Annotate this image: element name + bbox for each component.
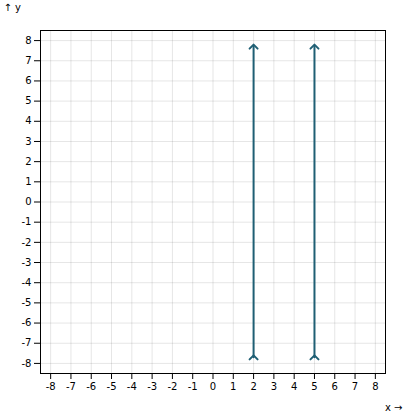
svg-text:6: 6 bbox=[332, 381, 338, 392]
svg-text:8: 8 bbox=[25, 35, 31, 46]
svg-text:-3: -3 bbox=[22, 257, 32, 268]
svg-text:4: 4 bbox=[25, 115, 31, 126]
svg-text:-1: -1 bbox=[188, 381, 198, 392]
svg-text:-5: -5 bbox=[22, 297, 32, 308]
svg-text:-3: -3 bbox=[147, 381, 157, 392]
svg-text:x →: x → bbox=[385, 402, 402, 413]
svg-text:-5: -5 bbox=[107, 381, 117, 392]
svg-text:1: 1 bbox=[230, 381, 236, 392]
svg-text:7: 7 bbox=[25, 55, 31, 66]
svg-text:2: 2 bbox=[25, 156, 31, 167]
svg-text:5: 5 bbox=[25, 95, 31, 106]
svg-text:-4: -4 bbox=[22, 277, 32, 288]
svg-text:6: 6 bbox=[25, 75, 31, 86]
svg-text:2: 2 bbox=[250, 381, 256, 392]
svg-text:4: 4 bbox=[291, 381, 297, 392]
svg-text:5: 5 bbox=[311, 381, 317, 392]
svg-text:-4: -4 bbox=[127, 381, 137, 392]
svg-text:-7: -7 bbox=[66, 381, 76, 392]
svg-text:3: 3 bbox=[25, 136, 31, 147]
svg-text:-8: -8 bbox=[46, 381, 56, 392]
svg-text:8: 8 bbox=[372, 381, 378, 392]
svg-text:0: 0 bbox=[25, 196, 31, 207]
svg-text:-1: -1 bbox=[22, 216, 32, 227]
svg-text:-8: -8 bbox=[22, 358, 32, 369]
svg-text:0: 0 bbox=[210, 381, 216, 392]
svg-text:3: 3 bbox=[271, 381, 277, 392]
svg-text:-6: -6 bbox=[86, 381, 96, 392]
svg-text:-2: -2 bbox=[167, 381, 177, 392]
svg-text:-2: -2 bbox=[22, 237, 32, 248]
svg-text:-7: -7 bbox=[22, 337, 32, 348]
svg-text:7: 7 bbox=[352, 381, 358, 392]
svg-text:↑ y: ↑ y bbox=[4, 2, 22, 13]
svg-text:-6: -6 bbox=[22, 317, 32, 328]
svg-text:1: 1 bbox=[25, 176, 31, 187]
